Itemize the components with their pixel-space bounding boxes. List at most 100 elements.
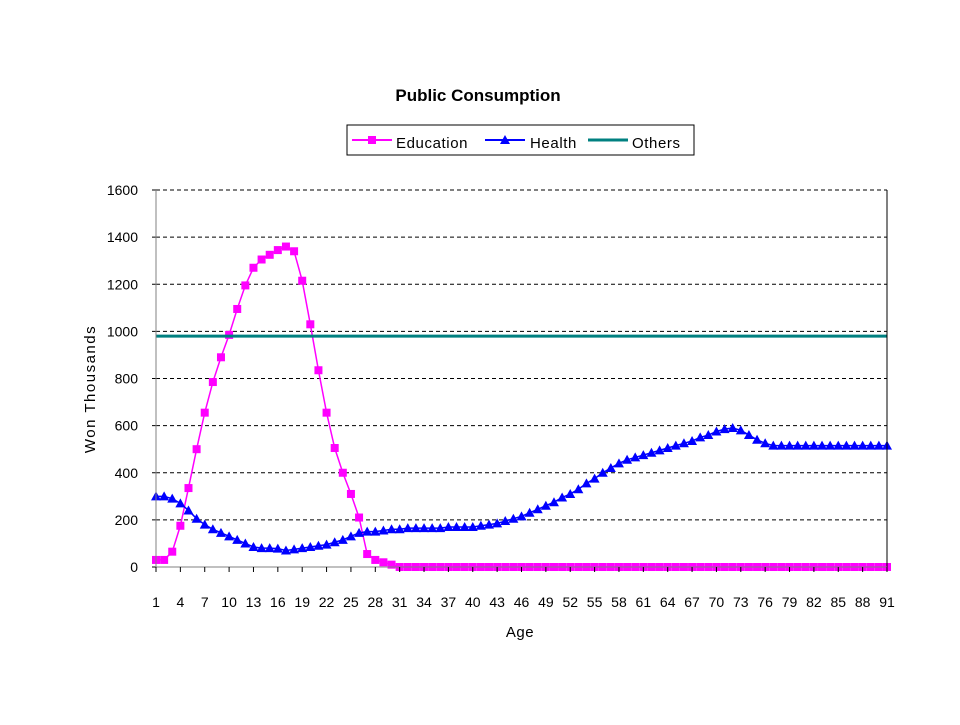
legend: Education Health Others [346, 124, 695, 156]
data-point-health-27 [362, 526, 373, 536]
data-point-health-20 [305, 541, 316, 551]
x-tick-label-79: 79 [782, 594, 798, 610]
y-tick-label-400: 400 [115, 465, 139, 481]
legend-marker-education [368, 136, 376, 144]
plot-area [151, 242, 892, 571]
data-point-education-20 [306, 320, 315, 329]
x-tick-label-85: 85 [830, 594, 846, 610]
y-tick-label-1000: 1000 [107, 323, 138, 339]
x-tick-label-31: 31 [392, 594, 408, 610]
data-point-health-16 [272, 543, 283, 553]
data-point-health-67 [687, 435, 698, 445]
x-tick-label-55: 55 [587, 594, 603, 610]
chart-title: Public Consumption [395, 86, 560, 105]
data-point-health-60 [630, 452, 641, 462]
x-tick-label-82: 82 [806, 594, 822, 610]
data-point-health-56 [597, 467, 608, 477]
data-point-health-33 [410, 523, 421, 533]
x-tick-label-40: 40 [465, 594, 481, 610]
data-point-health-68 [695, 432, 706, 442]
data-point-health-47 [524, 507, 535, 517]
data-point-health-63 [654, 445, 665, 455]
x-tick-label-70: 70 [709, 594, 725, 610]
data-point-health-72 [727, 422, 738, 432]
data-point-health-31 [394, 524, 405, 534]
data-point-health-10 [224, 531, 235, 541]
data-point-health-26 [354, 527, 365, 537]
data-point-health-32 [402, 523, 413, 533]
legend-label-health: Health [530, 135, 577, 152]
legend-label-education: Education [396, 135, 468, 152]
y-tick-label-0: 0 [130, 559, 138, 575]
gridlines [156, 189, 887, 521]
legend-label-others: Others [632, 135, 681, 152]
data-point-health-19 [297, 543, 308, 553]
data-point-health-34 [419, 523, 430, 533]
data-point-health-54 [581, 478, 592, 488]
data-point-health-43 [492, 518, 503, 528]
data-point-health-22 [321, 539, 332, 549]
data-point-health-84 [825, 440, 836, 450]
data-point-education-28 [371, 555, 380, 564]
data-point-education-4 [176, 521, 185, 530]
x-tick-label-88: 88 [855, 594, 871, 610]
data-point-health-21 [313, 540, 324, 550]
x-tick-label-22: 22 [319, 594, 335, 610]
data-point-education-16 [273, 246, 282, 255]
data-point-health-39 [459, 521, 470, 531]
data-point-health-71 [719, 424, 730, 434]
data-point-health-14 [256, 543, 267, 553]
data-point-health-37 [443, 521, 454, 531]
x-tick-label-13: 13 [246, 594, 262, 610]
x-axis-title: Age [506, 624, 534, 641]
y-tick-label-200: 200 [115, 512, 139, 528]
x-tick-label-37: 37 [441, 594, 457, 610]
y-tick-label-800: 800 [115, 371, 139, 387]
data-point-education-23 [330, 444, 339, 453]
x-tick-label-43: 43 [489, 594, 505, 610]
data-point-health-8 [207, 524, 218, 534]
data-point-education-17 [281, 242, 290, 251]
data-point-health-13 [248, 541, 259, 551]
data-point-health-62 [646, 447, 657, 457]
data-point-education-29 [379, 558, 388, 567]
data-point-education-21 [314, 366, 323, 375]
data-point-education-7 [200, 408, 209, 417]
data-point-health-53 [573, 484, 584, 494]
x-tick-label-10: 10 [221, 594, 237, 610]
data-point-health-89 [865, 440, 876, 450]
data-point-education-18 [290, 247, 299, 256]
data-point-health-28 [370, 526, 381, 536]
data-point-health-11 [232, 534, 243, 544]
data-point-education-11 [233, 304, 242, 313]
data-point-education-12 [241, 281, 250, 290]
y-tick-label-1200: 1200 [107, 276, 138, 292]
x-tick-label-7: 7 [201, 594, 209, 610]
x-tick-label-16: 16 [270, 594, 286, 610]
y-axis-title: Won Thousands [82, 325, 99, 453]
data-point-health-36 [435, 523, 446, 533]
y-axis: 0 200 400 600 800 1000 1200 1400 1600 [107, 182, 888, 575]
data-point-health-23 [329, 537, 340, 547]
x-tick-label-25: 25 [343, 594, 359, 610]
data-point-health-69 [703, 430, 714, 440]
data-point-health-12 [240, 538, 251, 548]
x-tick-label-91: 91 [879, 594, 895, 610]
data-point-health-58 [613, 458, 624, 468]
data-point-health-17 [280, 545, 291, 555]
data-point-health-90 [873, 440, 884, 450]
data-point-education-2 [160, 555, 169, 564]
x-tick-label-64: 64 [660, 594, 676, 610]
data-point-education-5 [184, 484, 193, 493]
data-point-health-5 [183, 505, 194, 515]
data-point-education-13 [249, 263, 258, 272]
data-point-education-14 [257, 255, 266, 264]
x-tick-label-46: 46 [514, 594, 530, 610]
data-point-health-61 [638, 450, 649, 460]
data-point-health-38 [451, 521, 462, 531]
data-point-education-9 [216, 353, 225, 362]
data-point-health-79 [784, 440, 795, 450]
data-point-health-24 [337, 534, 348, 544]
data-point-health-52 [565, 488, 576, 498]
